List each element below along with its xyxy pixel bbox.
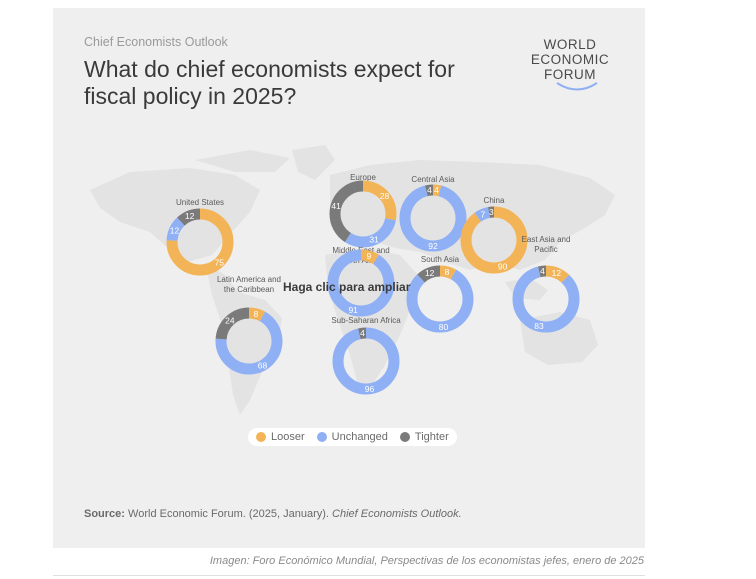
region-label-south-asia: South Asia: [421, 255, 460, 264]
donut-europe: Europe 28 31 41: [329, 173, 397, 248]
zoom-overlay-text[interactable]: Haga clic para ampliar: [283, 280, 411, 294]
value-label-central-asia-unchanged: 92: [428, 241, 438, 251]
chart-subtitle: Chief Economists Outlook: [84, 35, 228, 49]
legend-item-unchanged: Unchanged: [316, 431, 388, 443]
legend-item-looser: Looser: [256, 431, 305, 443]
donut-segment-middle-east-and-north-africa-unchanged: [327, 249, 395, 317]
donut-segment-central-asia-unchanged: [399, 184, 467, 252]
donut-segment-east-asia-and-pacific-tighter: [512, 265, 580, 333]
legend-label-tighter: Tighter: [414, 431, 449, 443]
region-label-sub-saharan-africa: Sub-Saharan Africa: [331, 316, 401, 325]
donut-united-states: United States 75 12 12: [166, 198, 234, 276]
value-label-middle-east-and-north-africa-looser: 9: [366, 251, 371, 261]
value-label-united-states-tighter: 12: [185, 211, 195, 221]
value-label-united-states-looser: 75: [215, 257, 225, 267]
donut-segment-central-asia-tighter: [399, 184, 467, 252]
region-label-latin-america-and-the-caribbean: Latin America and the Caribbean: [217, 275, 281, 294]
logo-line-2: ECONOMIC: [530, 52, 610, 67]
donut-segment-sub-saharan-africa-tighter: [332, 327, 400, 395]
donut-segment-united-states-tighter: [166, 208, 234, 276]
value-label-united-states-unchanged: 12: [170, 225, 180, 235]
value-label-south-asia-looser: 8: [445, 267, 450, 277]
legend-item-tighter: Tighter: [399, 431, 449, 443]
legend-label-looser: Looser: [271, 431, 305, 443]
source-label: Source:: [84, 508, 125, 520]
donut-china: China 90 7 3: [460, 196, 528, 274]
donut-segment-south-asia-unchanged: [406, 265, 474, 333]
value-label-europe-unchanged: 31: [369, 235, 379, 245]
value-label-china-tighter: 3: [489, 207, 494, 217]
source-text: World Economic Forum. (2025, January).: [128, 508, 329, 520]
value-label-latin-america-and-the-caribbean-looser: 8: [254, 309, 259, 319]
donut-group: United States 75 12 12 Europe 28 31 41 Central A…: [166, 173, 580, 395]
region-label-central-asia: Central Asia: [411, 175, 455, 184]
region-label-east-asia-and-pacific: East Asia and Pacific: [522, 235, 571, 254]
value-label-middle-east-and-north-africa-unchanged: 91: [348, 305, 358, 315]
value-label-europe-tighter: 41: [331, 201, 341, 211]
divider: [53, 575, 645, 576]
wef-logo-arc-icon: [556, 82, 598, 91]
value-label-south-asia-unchanged: 80: [439, 322, 449, 332]
donut-segment-latin-america-and-the-caribbean-tighter: [215, 307, 283, 375]
donut-east-asia-and-pacific: East Asia and Pacific 12 83 4: [512, 235, 580, 333]
donut-segment-east-asia-and-pacific-unchanged: [512, 265, 580, 333]
value-label-south-asia-tighter: 12: [425, 268, 435, 278]
donut-segment-south-asia-tighter: [406, 265, 474, 333]
value-label-sub-saharan-africa-tighter: 4: [360, 328, 365, 338]
chart-legend: Looser Unchanged Tighter: [248, 428, 457, 446]
donut-south-asia: South Asia 8 80 12: [406, 255, 474, 333]
source-title: Chief Economists Outlook.: [332, 508, 462, 520]
value-label-east-asia-and-pacific-tighter: 4: [540, 266, 545, 276]
wef-logo: WORLD ECONOMIC FORUM: [520, 37, 620, 82]
donut-segment-latin-america-and-the-caribbean-unchanged: [215, 307, 283, 375]
donut-latin-america-and-the-caribbean: Latin America and the Caribbean 8 68 24: [215, 275, 283, 375]
logo-line-3: FORUM: [544, 67, 596, 82]
source-note: Source: World Economic Forum. (2025, Jan…: [84, 508, 462, 520]
value-label-china-unchanged: 7: [481, 209, 486, 219]
donut-segment-europe-unchanged: [329, 180, 397, 248]
donut-segment-europe-tighter: [329, 180, 397, 248]
value-label-china-looser: 90: [498, 262, 508, 272]
region-label-united-states: United States: [176, 198, 224, 207]
image-caption: Imagen: Foro Económico Mundial, Perspect…: [209, 555, 644, 567]
value-label-latin-america-and-the-caribbean-tighter: 24: [225, 316, 235, 326]
value-label-east-asia-and-pacific-unchanged: 83: [534, 321, 544, 331]
legend-label-unchanged: Unchanged: [331, 431, 388, 443]
logo-line-1: WORLD: [543, 37, 597, 52]
legend-swatch-unchanged: [316, 432, 327, 442]
region-label-china: China: [484, 196, 505, 205]
value-label-latin-america-and-the-caribbean-unchanged: 68: [258, 361, 268, 371]
chart-title: What do chief economists expect for fisc…: [84, 56, 455, 109]
value-label-central-asia-tighter: 4: [427, 185, 432, 195]
legend-swatch-looser: [256, 432, 266, 442]
value-label-central-asia-looser: 4: [434, 185, 439, 195]
legend-swatch-tighter: [399, 432, 410, 442]
value-label-europe-looser: 28: [380, 191, 390, 201]
value-label-east-asia-and-pacific-looser: 12: [552, 268, 562, 278]
donut-sub-saharan-africa: Sub-Saharan Africa 96 4: [331, 316, 401, 395]
donut-segment-china-tighter: [460, 206, 528, 274]
value-label-sub-saharan-africa-unchanged: 96: [365, 384, 375, 394]
region-label-europe: Europe: [350, 173, 376, 182]
